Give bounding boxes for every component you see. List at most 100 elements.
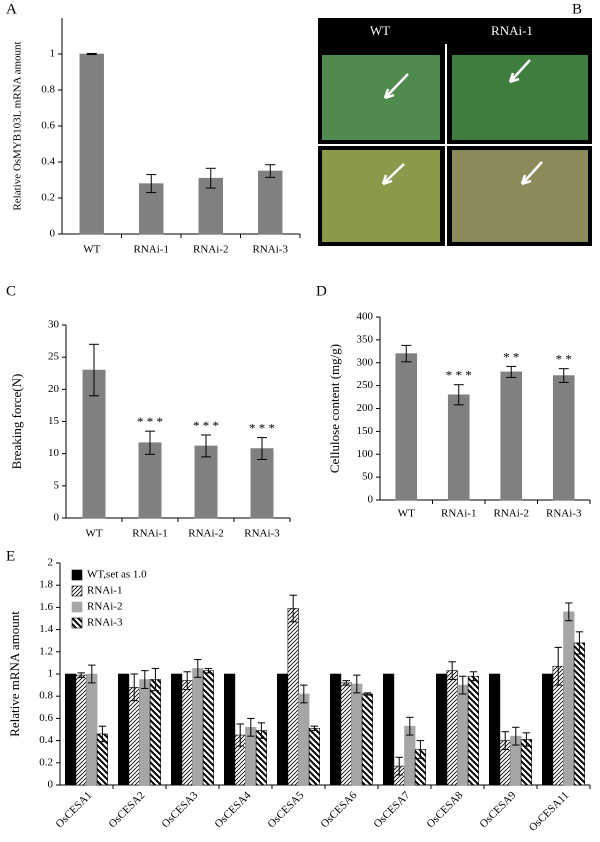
y-tick-label: 350 [357, 333, 374, 345]
y-tick-label: 150 [357, 425, 374, 437]
legend-label: RNAi-2 [87, 601, 122, 613]
x-tick-label: OsCESA8 [425, 789, 466, 830]
photo [452, 150, 588, 242]
bar [500, 371, 523, 501]
x-tick-label: OsCESA5 [266, 789, 307, 830]
bar [118, 673, 130, 786]
x-tick-label: OsCESA9 [478, 789, 519, 830]
y-tick-label: 100 [357, 448, 374, 460]
legend-label: WT,set as 1.0 [87, 569, 147, 581]
bar [202, 670, 215, 786]
bar [435, 673, 448, 786]
y-tick-label: 50 [362, 471, 374, 483]
x-tick-label: WT [398, 508, 415, 520]
x-tick-label: RNAi-2 [193, 244, 228, 256]
x-tick-label: OsCESA11 [527, 789, 572, 834]
legend-swatch [71, 585, 83, 597]
panel-label: C [6, 283, 16, 299]
y-tick-label: 1.8 [39, 579, 53, 591]
bar [75, 674, 87, 786]
bar [541, 673, 554, 786]
bar [329, 673, 342, 786]
y-tick-label: 0 [54, 512, 60, 524]
panel-label: A [6, 1, 17, 17]
bar [340, 682, 352, 786]
x-tick-label: RNAi-3 [546, 508, 582, 520]
y-tick-label: 250 [357, 379, 374, 391]
y-tick-label: 1.6 [39, 601, 53, 613]
y-axis-label: Cellulose content (mg/g) [327, 344, 342, 473]
panel-label: D [316, 283, 327, 299]
y-tick-label: 300 [357, 356, 374, 368]
y-tick-label: 200 [357, 402, 374, 414]
bar [563, 611, 575, 786]
photo [322, 150, 440, 242]
significance: * * * [193, 418, 219, 433]
y-tick-label: 0 [368, 494, 374, 506]
bar [447, 394, 470, 501]
y-tick-label: 1.2 [39, 645, 53, 657]
bar [171, 673, 183, 786]
x-tick-label: WT [83, 244, 100, 256]
y-tick-label: 0.2 [39, 756, 53, 768]
bar [149, 679, 162, 786]
bar [224, 673, 236, 786]
legend-label: RNAi-1 [87, 585, 122, 597]
x-tick-label: OsCESA1 [54, 789, 95, 830]
x-tick-label: OsCESA2 [107, 789, 148, 830]
y-tick-label: 1 [48, 668, 54, 680]
panel-label: B [572, 1, 582, 17]
y-tick-label: 10 [48, 447, 60, 459]
bar [192, 668, 204, 786]
x-tick-label: RNAi-1 [441, 508, 476, 520]
bar [139, 679, 151, 786]
photo-panel: B WT RNAi-1 [318, 1, 592, 246]
y-tick-label: 5 [54, 479, 60, 491]
y-tick-label: 2 [48, 557, 54, 569]
y-axis-label: Relative OsMYB103L mRNA amount [12, 41, 24, 210]
bar [382, 673, 395, 786]
x-tick-label: OsCESA3 [160, 789, 201, 830]
bar [65, 673, 77, 786]
y-axis-label: Relative mRNA amount [7, 611, 22, 737]
x-tick-label: RNAi-3 [244, 528, 280, 540]
bar [298, 693, 310, 786]
x-tick-label: RNAi-1 [134, 244, 169, 256]
bar [446, 670, 458, 786]
x-tick-label: OsCESA6 [319, 789, 360, 830]
x-tick-label: WT [85, 528, 102, 540]
legend-label: RNAi-3 [87, 617, 123, 629]
y-axis-label: Breaking force(N) [9, 374, 24, 470]
bar [395, 353, 418, 501]
y-tick-label: 0 [50, 228, 56, 240]
significance: * * [556, 352, 572, 367]
panel-label: E [6, 548, 15, 564]
bar [457, 684, 469, 786]
y-tick-label: 400 [357, 311, 374, 323]
bar [128, 687, 140, 786]
y-tick-label: 0 [48, 779, 54, 791]
bar [86, 673, 98, 786]
x-tick-label: RNAi-1 [132, 528, 167, 540]
y-tick-label: 0.6 [39, 712, 53, 724]
arrows [381, 59, 543, 186]
x-tick-label: OsCESA4 [213, 789, 254, 830]
x-tick-label: RNAi-2 [494, 508, 529, 520]
bar [258, 170, 283, 235]
x-tick-label: RNAi-3 [253, 244, 289, 256]
bar [467, 675, 480, 786]
bar [308, 728, 321, 786]
legend-swatch [71, 569, 83, 581]
y-tick-label: 0.8 [39, 690, 53, 702]
bar [351, 683, 363, 786]
x-tick-label: RNAi-2 [188, 528, 223, 540]
bar [361, 693, 374, 786]
y-tick-label: 0.4 [39, 734, 53, 746]
bar [488, 673, 501, 786]
bar [181, 680, 193, 786]
y-tick-label: 1 [50, 48, 56, 60]
photo [452, 55, 588, 140]
y-tick-label: 15 [48, 415, 60, 427]
legend-swatch [71, 601, 83, 613]
